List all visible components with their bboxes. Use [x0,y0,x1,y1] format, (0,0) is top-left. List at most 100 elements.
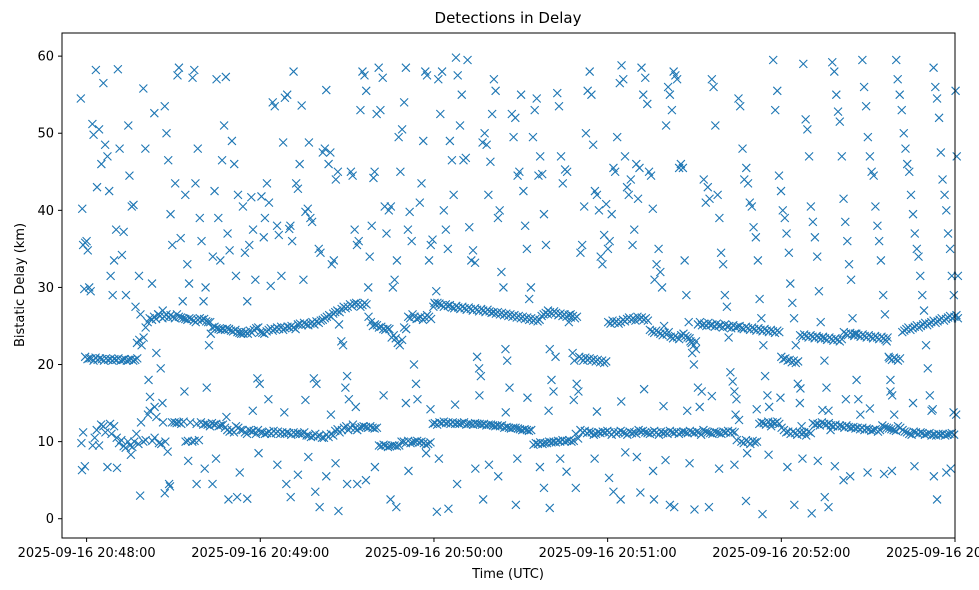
data-point [344,394,354,404]
data-point [94,124,104,134]
data-point [659,401,668,411]
data-point [115,144,124,154]
data-point [741,496,751,506]
data-point [665,90,675,100]
data-point [793,357,803,366]
data-point [299,275,308,285]
data-point [342,479,352,489]
data-point [707,391,717,401]
data-point [552,88,562,98]
data-point [181,437,190,447]
data-point [730,427,740,437]
data-point [742,448,752,458]
data-point [444,504,453,514]
data-point [199,296,208,306]
data-point [622,182,632,192]
data-point [119,227,129,237]
data-point [846,275,856,285]
data-point [250,275,260,285]
data-point [649,495,659,504]
x-tick-label: 2025-09-16 20:53:00 [886,546,979,561]
data-point [447,155,457,165]
data-point [747,202,757,211]
data-point [455,121,465,130]
data-point [117,250,127,260]
data-point [482,140,492,150]
data-point [187,437,197,447]
data-point [162,128,171,138]
data-point [468,246,478,255]
data-point [293,184,303,194]
data-point [869,171,879,181]
data-point [259,232,269,242]
data-point [99,78,108,88]
data-point [801,431,811,440]
data-point [401,324,411,334]
data-point [820,356,829,366]
data-point [401,398,411,408]
data-point [324,159,333,169]
data-point [592,407,602,416]
data-point [537,169,547,179]
data-point [710,121,720,130]
data-point [231,271,241,281]
data-point [572,379,582,389]
data-point [643,316,653,325]
data-point [804,151,814,161]
data-point [489,74,499,84]
data-point [535,151,545,161]
data-point [92,425,102,435]
data-point [194,435,204,445]
data-point [374,63,384,73]
data-point [732,394,741,404]
data-point [421,440,431,450]
data-point [378,73,388,83]
data-point [417,178,426,188]
data-point [945,244,955,254]
data-point [224,495,233,504]
data-point [768,55,778,65]
data-point [813,456,823,466]
chart-title: Detections in Delay [435,9,582,27]
data-point [648,204,658,214]
data-point [629,225,639,234]
data-point [857,55,867,65]
data-point [853,394,863,404]
data-point [264,198,274,208]
data-point [160,101,170,111]
data-point [129,200,138,210]
data-point [428,235,437,245]
data-point [424,256,434,265]
data-point [329,256,339,265]
data-point [255,379,265,389]
data-point [884,424,894,433]
data-point [433,74,443,84]
data-point [223,229,232,238]
data-point [678,163,688,173]
data-point [808,217,818,227]
data-point [257,192,266,201]
data-point [408,438,417,447]
data-point [367,221,377,231]
data-point [879,469,889,479]
data-point [463,55,472,65]
data-point [617,60,626,70]
data-point [776,393,785,403]
data-point [900,427,910,436]
data-point [695,402,705,412]
data-point [716,248,726,258]
data-point [376,105,385,115]
data-point [842,236,852,246]
data-point [433,298,442,308]
data-point [395,167,405,177]
data-point [167,240,177,250]
data-point [520,221,530,231]
data-point [151,412,161,422]
data-point [145,392,155,402]
data-point [404,466,413,476]
data-point [646,171,656,181]
data-point [725,367,735,377]
data-point [392,256,402,265]
x-tick-label: 2025-09-16 20:49:00 [191,546,329,561]
data-point [491,86,501,96]
